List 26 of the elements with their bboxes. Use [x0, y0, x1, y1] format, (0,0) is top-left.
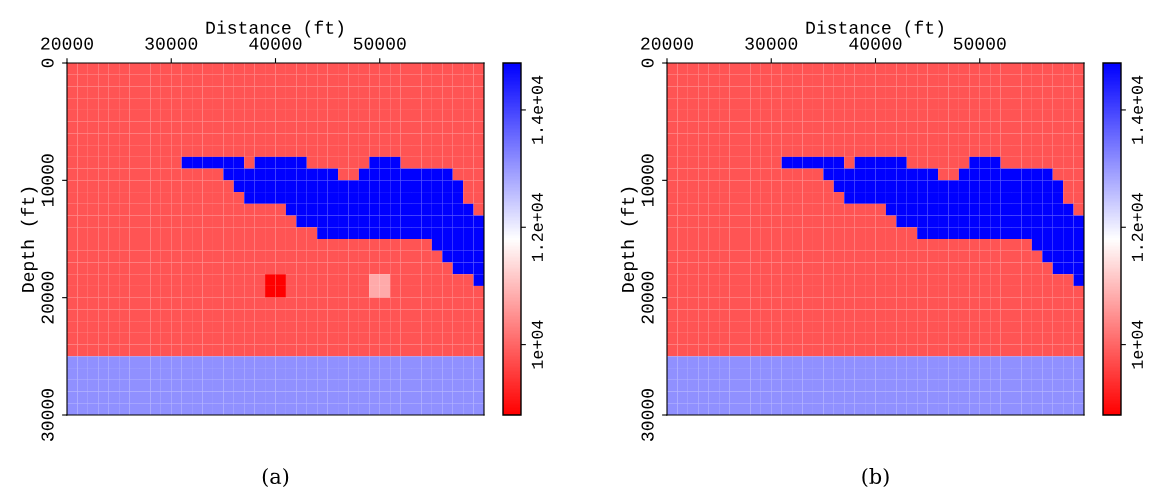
x-tick-label: 40000	[249, 37, 302, 50]
color-bar-label: 1e+04	[1131, 320, 1143, 369]
x-axis-title: Distance (ft)	[206, 20, 343, 38]
x-axis-title: Distance (ft)	[806, 20, 943, 38]
x-tick-label: 50000	[953, 37, 1006, 50]
x-tick-label: 30000	[745, 37, 798, 50]
text: (b)	[862, 467, 889, 487]
y-tick-label: 30000	[41, 389, 54, 441]
x-tick-label: 30000	[145, 37, 198, 50]
y-tick-label: 20000	[641, 271, 654, 324]
color-bar-label: 1.4e+04	[1131, 75, 1143, 144]
color-bar-label: 1.2e+04	[1131, 193, 1143, 262]
y-axis-title: Depth (ft)	[20, 187, 38, 292]
color-bar-label: 1e+04	[531, 320, 543, 369]
x-tick-label: 50000	[353, 37, 406, 50]
y-axis-title: Depth (ft)	[620, 187, 638, 292]
y-tick-label: 0	[41, 58, 54, 68]
y-tick-label: 20000	[41, 271, 54, 324]
y-tick-label: 10000	[41, 154, 54, 207]
text: (a)	[262, 467, 289, 487]
x-tick-label: 40000	[849, 37, 902, 50]
color-bar-label: 1.4e+04	[531, 75, 543, 144]
y-tick-label: 30000	[641, 389, 654, 441]
color-bar-label: 1.2e+04	[531, 193, 543, 262]
y-tick-label: 0	[641, 58, 654, 68]
y-tick-label: 10000	[641, 154, 654, 207]
